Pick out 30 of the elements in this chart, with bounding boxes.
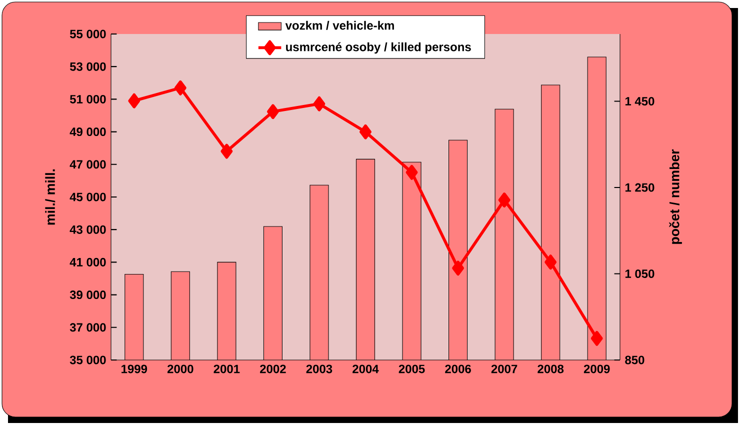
y2-axis-title: počet / number xyxy=(669,149,682,244)
y-tick-label: 53 000 xyxy=(70,62,106,71)
y2-tick-label: 1 050 xyxy=(625,269,654,278)
x-tick-label: 2001 xyxy=(214,364,240,374)
x-tick-label: 1999 xyxy=(122,364,148,374)
x-tick-label: 2004 xyxy=(352,364,379,374)
y-tick-label: 39 000 xyxy=(70,290,106,300)
y-tick-label: 41 000 xyxy=(70,258,106,266)
y-tick-label: 51 000 xyxy=(70,94,106,104)
y2-tick-label: 850 xyxy=(625,356,644,364)
x-tick-label: 2006 xyxy=(445,364,471,374)
y2-tick-label: 1 250 xyxy=(625,183,654,192)
x-tick-label: 2009 xyxy=(584,364,610,374)
y-tick-label: 47 000 xyxy=(70,160,106,169)
x-tick-label: 2002 xyxy=(260,364,286,374)
y-tick-label: 37 000 xyxy=(70,323,106,332)
y-tick-label: 43 000 xyxy=(70,225,106,234)
legend-label: vozkm / vehicle-km xyxy=(285,20,394,30)
x-tick-label: 2003 xyxy=(306,364,332,374)
x-tick-label: 2007 xyxy=(491,364,518,374)
y-tick-label: 45 000 xyxy=(70,192,106,202)
y2-tick-label: 1 450 xyxy=(625,97,654,106)
legend-label: usmrcené osoby / killed persons xyxy=(286,42,471,54)
y-tick-label: 49 000 xyxy=(70,128,106,136)
y-axis-title: mil./ mill. xyxy=(45,169,56,225)
x-tick-label: 2005 xyxy=(398,364,425,374)
y-tick-label: 35 000 xyxy=(70,356,106,364)
y-tick-label: 55 000 xyxy=(70,30,106,38)
x-tick-label: 2000 xyxy=(167,364,194,374)
x-tick-label: 2008 xyxy=(538,364,564,374)
